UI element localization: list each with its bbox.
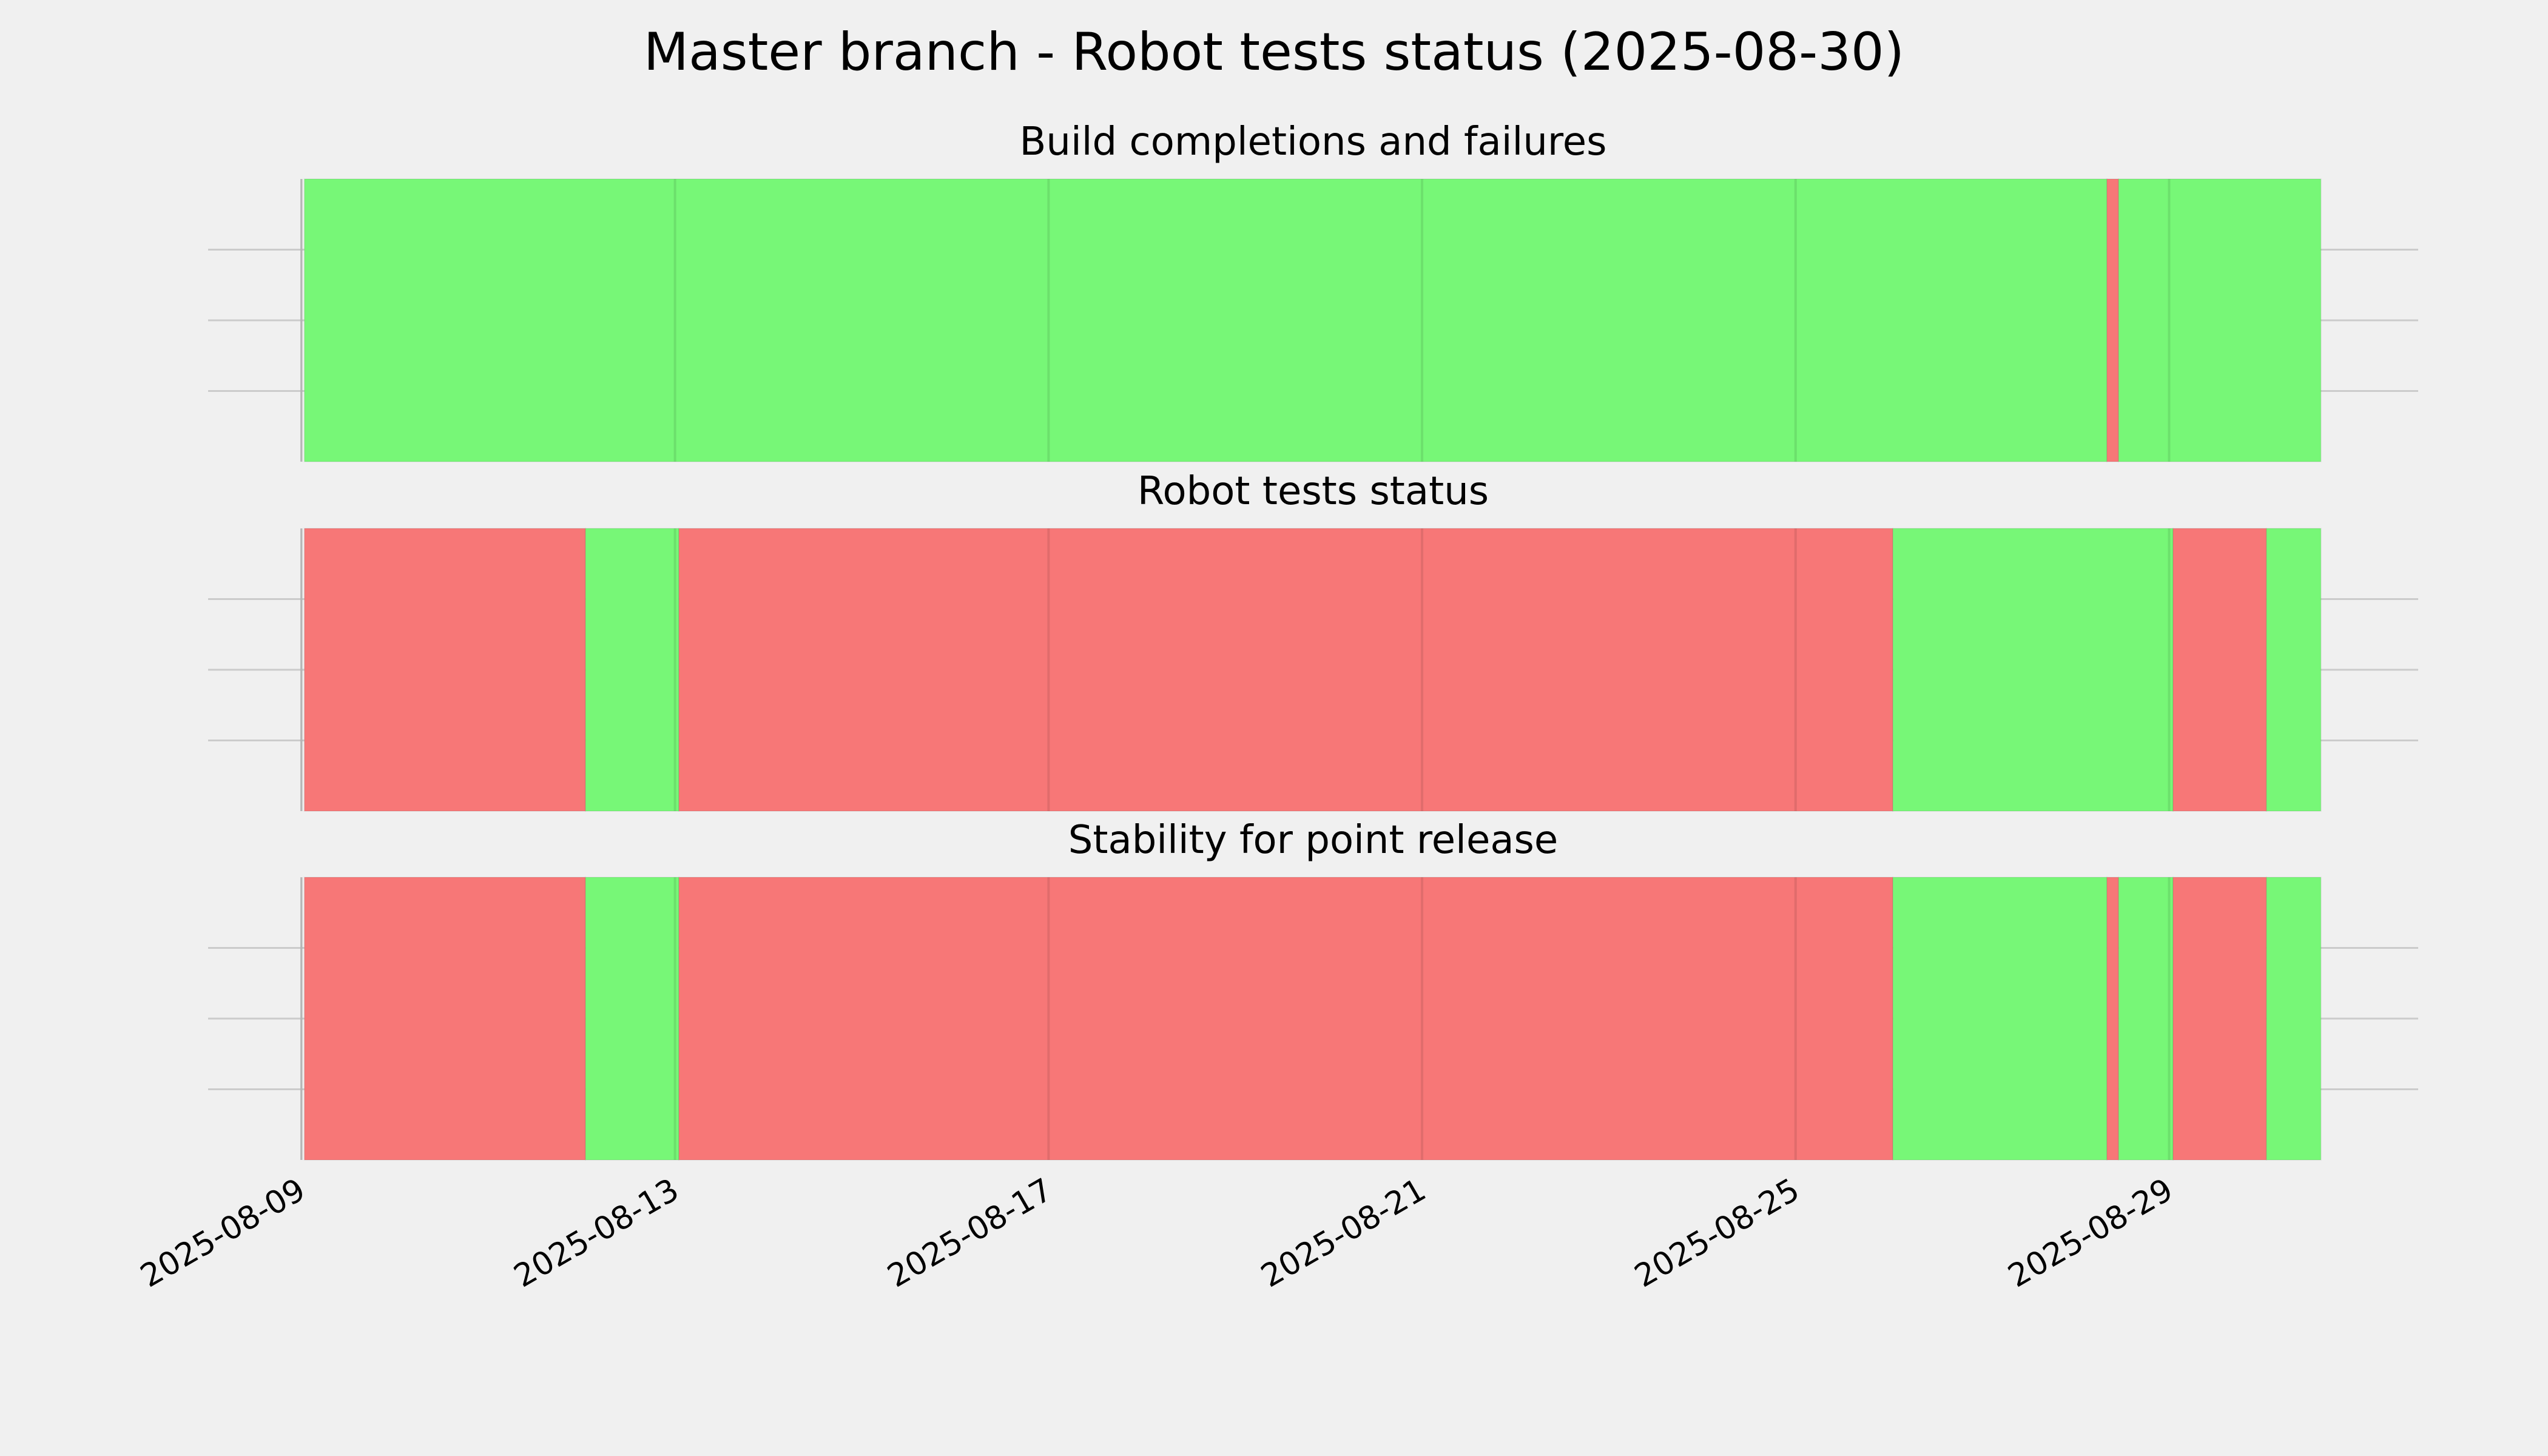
panel-title: Robot tests status (1138, 469, 1489, 514)
status-span (2106, 877, 2120, 1161)
status-span (1892, 528, 2174, 812)
status-span (2265, 877, 2322, 1161)
status-span (303, 877, 587, 1161)
status-span (2172, 528, 2267, 812)
panel-title: Stability for point release (1068, 818, 1559, 863)
status-span (585, 877, 680, 1161)
status-span (585, 528, 680, 812)
status-span (678, 528, 1894, 812)
status-span (2118, 877, 2174, 1161)
status-span (1892, 877, 2108, 1161)
status-span (2172, 877, 2267, 1161)
status-span (2265, 528, 2322, 812)
panel-title: Build completions and failures (1020, 120, 1607, 164)
status-span (2118, 178, 2322, 462)
chart-title: Master branch - Robot tests status (2025… (644, 22, 1904, 83)
status-span (678, 877, 1894, 1161)
status-span (303, 528, 587, 812)
status-span (2106, 178, 2120, 462)
status-span (303, 178, 2108, 462)
